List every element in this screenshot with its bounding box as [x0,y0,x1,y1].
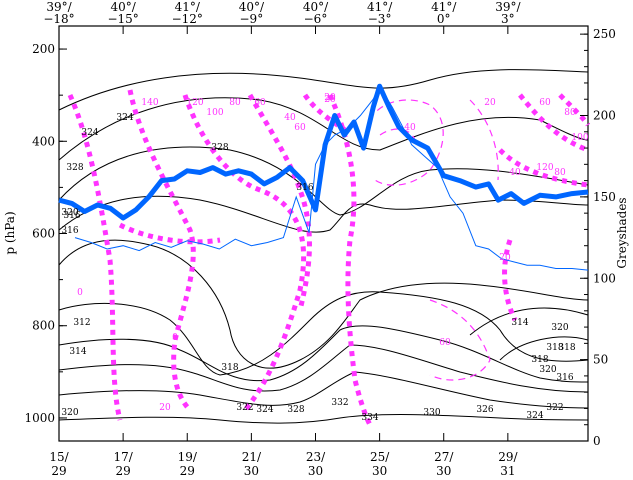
y2-axis-title: Greyshades [615,197,629,268]
x-tick-label-2: 19/ [178,450,198,464]
contour-label-magenta: 140 [141,98,158,108]
x-top-label2-7: 3° [501,12,515,26]
contour-label-magenta: 80 [554,168,566,178]
x-tick-label2-5: 30 [372,464,387,478]
x-top-label-5: 41°/ [367,0,393,14]
x-top-label2-1: −15° [107,12,138,26]
contour-label-black: 324 [81,128,98,138]
contour-label-magenta: 100 [206,108,223,118]
x-top-label-3: 40°/ [239,0,265,14]
contour-label-black: 314 [69,347,86,357]
contour-label-black: 328 [287,405,304,415]
contour-label-magenta: 0 [77,288,83,298]
x-top-label-7: 39°/ [495,0,521,14]
y-tick-label-4: 1000 [24,411,55,425]
contour-label-magenta: 60 [254,98,266,108]
x-top-label-2: 41°/ [175,0,201,14]
x-top-label2-6: 0° [437,12,451,26]
x-tick-label2-0: 29 [51,464,66,478]
x-tick-label-5: 25/ [370,450,390,464]
contour-label-magenta: 100 [571,133,588,143]
contour-label-magenta: 40 [509,168,521,178]
x-tick-label-0: 15/ [49,450,69,464]
contour-label-black: 324 [256,405,273,415]
contour-label-black: 314 [511,318,528,328]
x-tick-label2-1: 29 [115,464,130,478]
contour-label-magenta: 40 [404,123,416,133]
x-tick-label2-7: 31 [500,464,515,478]
contour-label-black: 318 [531,355,548,365]
x-top-label2-2: −12° [172,12,203,26]
contour-label-black: 316 [63,211,80,221]
contour-label-black: 320 [539,365,556,375]
thick-blue-series-line [58,83,589,221]
contour-label-black: 312 [73,318,90,328]
contour-label-magenta: 120 [536,163,553,173]
contour-label-black: 316 [556,373,573,383]
y2-tick-label-4: 200 [593,109,616,123]
x-top-label-1: 40°/ [110,0,136,14]
x-top-label2-5: −3° [368,12,392,26]
contour-label-black: 318 [558,343,575,353]
contour-label-black: 320 [61,208,78,218]
x-tick-label-6: 27/ [434,450,454,464]
y2-tick-label-3: 150 [593,190,616,204]
contour-label-black: 322 [236,403,253,413]
x-tick-label-7: 29/ [498,450,518,464]
contour-label-black: 324 [116,113,133,123]
magenta-contours [67,89,591,427]
contour-label-black: 320 [551,323,568,333]
contour-label-black: 330 [423,408,440,418]
x-top-label-0: 39°/ [46,0,72,14]
contour-label-black: 316 [61,226,78,236]
x-tick-label2-2: 29 [180,464,195,478]
x-tick-label-4: 23/ [306,450,326,464]
contour-label-black: 318 [546,343,563,353]
contour-label-magenta: 20 [499,253,511,263]
x-tick-label2-3: 30 [244,464,259,478]
x-top-label2-3: −9° [240,12,264,26]
contour-label-black: 320 [61,408,78,418]
x-tick-label2-6: 30 [436,464,451,478]
y2-tick-label-2: 100 [593,271,616,285]
contour-label-magenta: 60 [439,338,451,348]
contour-label-black: 328 [211,143,228,153]
contour-label-black: 322 [546,403,563,413]
y2-tick-label-0: 0 [593,434,601,448]
contour-label-magenta: 20 [324,93,336,103]
contour-label-black: 328 [66,163,83,173]
x-tick-label-1: 17/ [113,450,133,464]
contour-label-black: 316 [296,183,313,193]
contour-label-black: 318 [221,363,238,373]
y-tick-label-2: 600 [32,227,55,241]
y-tick-label-0: 200 [32,42,55,56]
contour-label-magenta: 20 [324,95,336,105]
y2-tick-label-1: 50 [593,353,608,367]
contour-label-magenta: 20 [484,98,496,108]
contour-label-magenta: 0 [172,333,178,343]
y2-tick-label-5: 250 [593,27,616,41]
x-tick-label2-4: 30 [308,464,323,478]
contour-label-black: 334 [361,413,378,423]
x-top-label2-0: −18° [43,12,74,26]
contour-label-black: 332 [331,398,348,408]
x-top-label2-4: −6° [304,12,328,26]
contour-label-magenta: 80 [229,98,241,108]
x-tick-label-3: 21/ [242,450,262,464]
contour-label-magenta: 60 [539,98,551,108]
y-tick-label-3: 800 [32,319,55,333]
x-top-label-6: 41°/ [431,0,457,14]
contour-label-black: 326 [476,405,493,415]
x-top-label-4: 40°/ [303,0,329,14]
contour-label-magenta: 40 [284,113,296,123]
y-axis-title: p (hPa) [3,211,17,254]
contour-label-magenta: 60 [294,123,306,133]
y-tick-label-1: 400 [32,134,55,148]
contour-label-magenta: 120 [186,98,203,108]
contour-label-black: 324 [526,411,543,421]
contour-label-magenta: 20 [159,403,171,413]
contour-label-magenta: 80 [564,108,576,118]
